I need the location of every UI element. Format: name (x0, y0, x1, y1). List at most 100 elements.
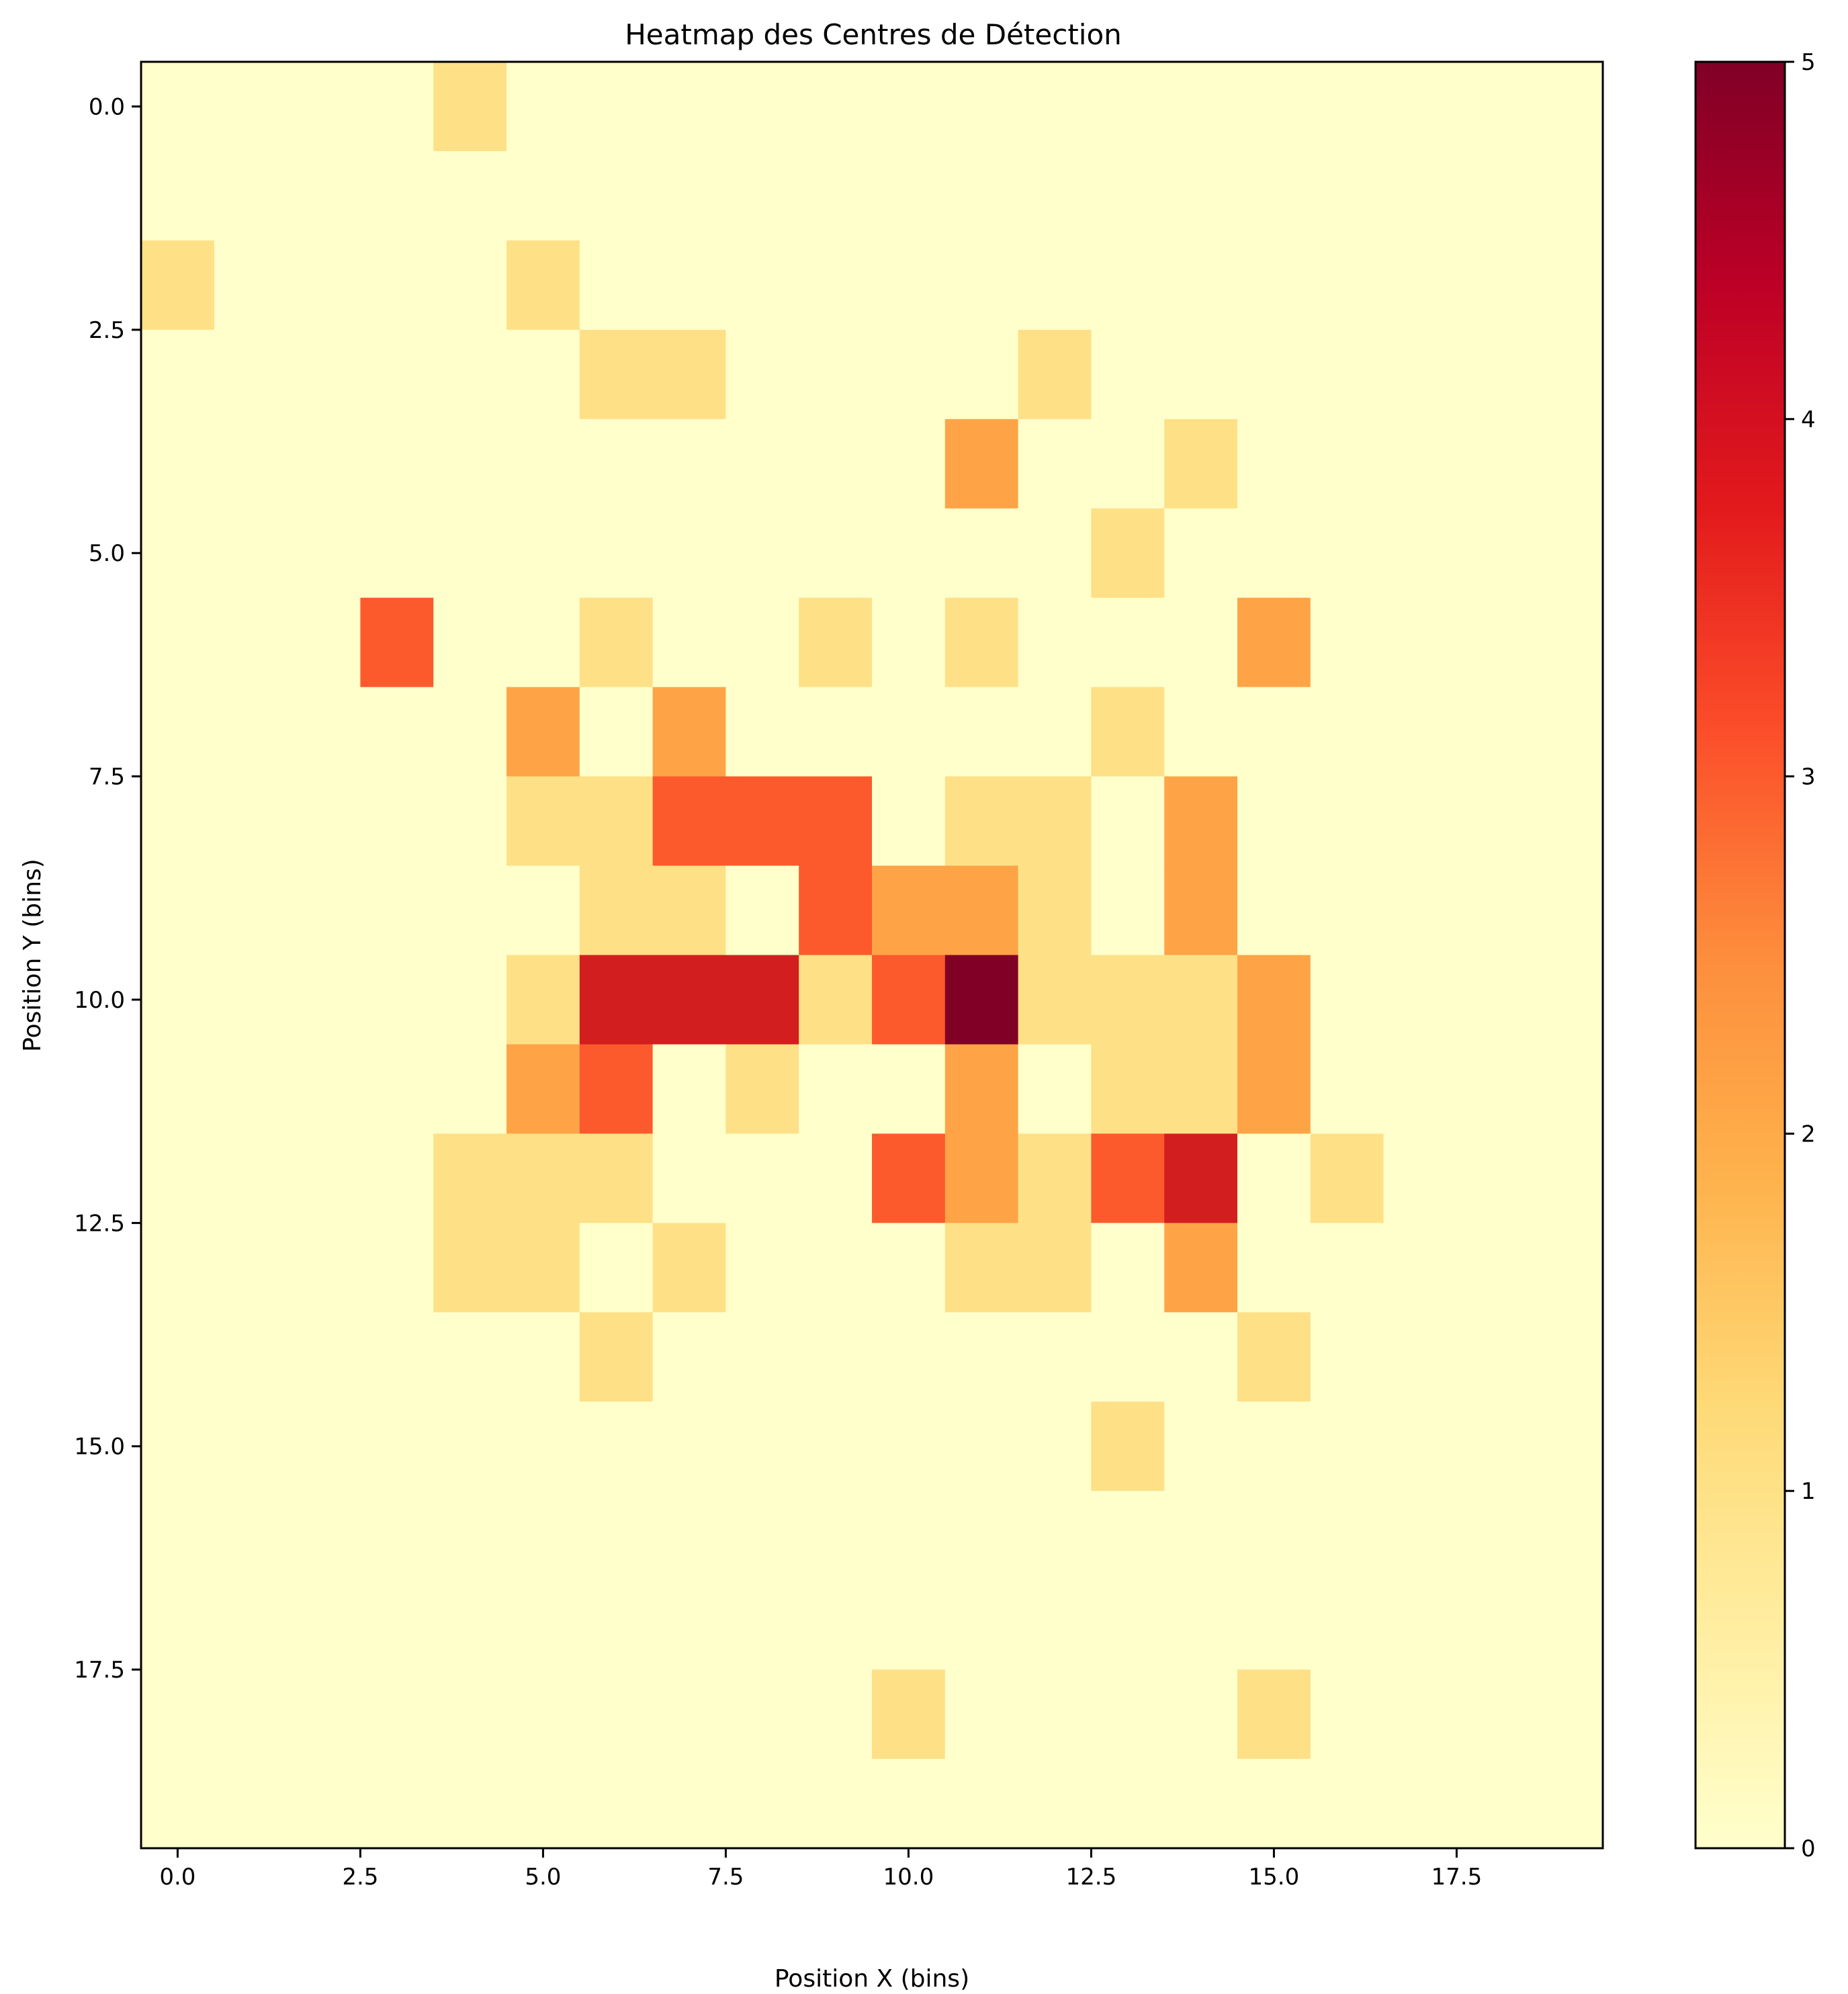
heatmap-cell (1456, 1312, 1530, 1402)
heatmap-cell (507, 508, 580, 599)
heatmap-cell (287, 1223, 361, 1313)
heatmap-cell (1164, 1670, 1238, 1760)
heatmap-cell (579, 1670, 654, 1760)
heatmap-cell (287, 1491, 361, 1581)
heatmap-cell (1383, 776, 1457, 867)
heatmap-cell (433, 419, 507, 509)
heatmap-cell (360, 1580, 434, 1670)
heatmap-cell (872, 687, 946, 777)
heatmap-cell (287, 776, 361, 867)
heatmap-cell (433, 240, 507, 331)
heatmap-cell (287, 150, 361, 241)
heatmap-cell (141, 508, 215, 599)
y-axis-ticks: 0.0 2.5 5.0 7.5 10.0 12.5 15.0 17.5 (74, 93, 141, 1684)
heatmap-cell (1018, 150, 1092, 241)
heatmap-cell (141, 62, 215, 152)
heatmap-cell (1383, 865, 1457, 956)
y-tick-label: 10.0 (74, 987, 125, 1014)
heatmap-cell (507, 687, 580, 777)
y-tick-label: 2.5 (89, 317, 125, 344)
heatmap-cell (1091, 1044, 1165, 1134)
heatmap-cell (872, 865, 946, 956)
heatmap-cell (360, 1759, 434, 1849)
heatmap-cell (433, 329, 507, 420)
y-tick-label: 17.5 (74, 1657, 125, 1684)
heatmap-cell (1530, 865, 1603, 956)
heatmap-cell (214, 329, 288, 420)
heatmap-cell (1383, 508, 1457, 599)
heatmap-cell (360, 329, 434, 420)
heatmap-cell (141, 687, 215, 777)
x-tick-label: 10.0 (883, 1864, 934, 1891)
heatmap-cell (1237, 329, 1311, 420)
colorbar-tick-label: 2 (1801, 1121, 1816, 1147)
heatmap-cell (799, 776, 873, 867)
heatmap-cell (725, 1223, 799, 1313)
heatmap-cell (1530, 1759, 1603, 1849)
heatmap-cell (1164, 1312, 1238, 1402)
heatmap-cell (1091, 240, 1165, 331)
heatmap-cell (1530, 62, 1603, 152)
heatmap-cell (1383, 1670, 1457, 1760)
heatmap-cell (1310, 687, 1384, 777)
heatmap-cell (1456, 329, 1530, 420)
heatmap-cell (1530, 240, 1603, 331)
heatmap-cell (214, 1223, 288, 1313)
heatmap-cell (725, 150, 799, 241)
heatmap-cell (799, 1491, 873, 1581)
x-tick-label: 17.5 (1432, 1864, 1483, 1891)
heatmap-cell (1456, 1133, 1530, 1223)
heatmap-cell (1164, 1491, 1238, 1581)
y-tick-label: 7.5 (89, 764, 125, 791)
heatmap-cell (799, 1044, 873, 1134)
heatmap-cell (1456, 62, 1530, 152)
heatmap-cell (652, 62, 726, 152)
heatmap-cell (433, 1044, 507, 1134)
heatmap-cell (652, 150, 726, 241)
heatmap-cell (214, 1670, 288, 1760)
x-axis-label: Position X (bins) (775, 1965, 969, 1993)
heatmap-cell (507, 776, 580, 867)
heatmap-cell (141, 1759, 215, 1849)
heatmap-cell (141, 240, 215, 331)
heatmap-cell (725, 1670, 799, 1760)
heatmap-cell (579, 62, 654, 152)
y-axis-label: Position Y (bins) (19, 859, 46, 1052)
heatmap-cell (214, 508, 288, 599)
heatmap-cell (1018, 329, 1092, 420)
heatmap-cell (1091, 329, 1165, 420)
heatmap-cell (1164, 508, 1238, 599)
heatmap-cell (287, 240, 361, 331)
heatmap-cell (1018, 1312, 1092, 1402)
heatmap-cell (652, 1670, 726, 1760)
heatmap-cell (1530, 419, 1603, 509)
heatmap-cell (1456, 865, 1530, 956)
heatmap-cell (799, 419, 873, 509)
heatmap-cell (1164, 776, 1238, 867)
heatmap-cell (360, 240, 434, 331)
heatmap-cell (944, 1491, 1019, 1581)
heatmap-cell (1530, 776, 1603, 867)
heatmap-cell (944, 419, 1019, 509)
heatmap-cell (1310, 1044, 1384, 1134)
heatmap-cell (214, 419, 288, 509)
heatmap-cell (360, 1133, 434, 1223)
heatmap-cell (287, 687, 361, 777)
heatmap-cell (1164, 955, 1238, 1045)
heatmap-cell (1237, 419, 1311, 509)
heatmap-cell (287, 419, 361, 509)
heatmap-cell (579, 240, 654, 331)
heatmap-cell (1530, 508, 1603, 599)
heatmap-cell (1164, 865, 1238, 956)
heatmap-cell (1237, 1580, 1311, 1670)
heatmap-cell (214, 62, 288, 152)
heatmap-cell (1237, 1670, 1311, 1760)
heatmap-cell (944, 508, 1019, 599)
heatmap-cell (579, 150, 654, 241)
heatmap-cell (287, 508, 361, 599)
heatmap-cell (1530, 1670, 1603, 1760)
heatmap-cell (433, 1312, 507, 1402)
heatmap-cell (1383, 1580, 1457, 1670)
heatmap-cell (1237, 1759, 1311, 1849)
